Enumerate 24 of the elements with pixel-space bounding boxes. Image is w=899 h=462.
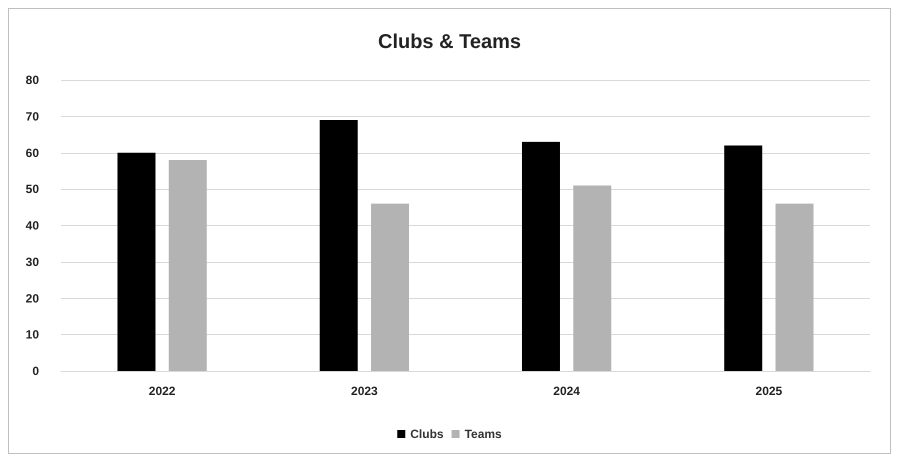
legend-label: Teams: [464, 427, 502, 441]
legend-label: Clubs: [410, 427, 444, 441]
y-tick-label: 0: [32, 364, 40, 378]
bar: [371, 204, 410, 371]
y-tick-label: 40: [26, 218, 40, 232]
bar: [117, 152, 156, 371]
bar: [320, 120, 358, 371]
chart-title: Clubs & Teams: [378, 31, 521, 53]
y-tick-label: 20: [26, 291, 40, 306]
y-tick-label: 60: [26, 146, 40, 160]
bar: [573, 185, 612, 371]
y-tick-label: 70: [26, 109, 40, 124]
x-tick-label: 2025: [756, 384, 783, 398]
x-tick-label: 2023: [351, 384, 378, 398]
bar: [724, 145, 762, 371]
x-tick-label: 2022: [148, 384, 176, 398]
x-tick-label: 2024: [553, 384, 580, 398]
bar: [168, 160, 207, 371]
y-tick-label: 80: [26, 73, 40, 87]
y-tick-label: 30: [26, 254, 40, 269]
y-tick-label: 10: [26, 328, 40, 342]
bar: [522, 142, 560, 371]
y-tick-label: 50: [26, 182, 40, 196]
bar: [776, 204, 814, 371]
